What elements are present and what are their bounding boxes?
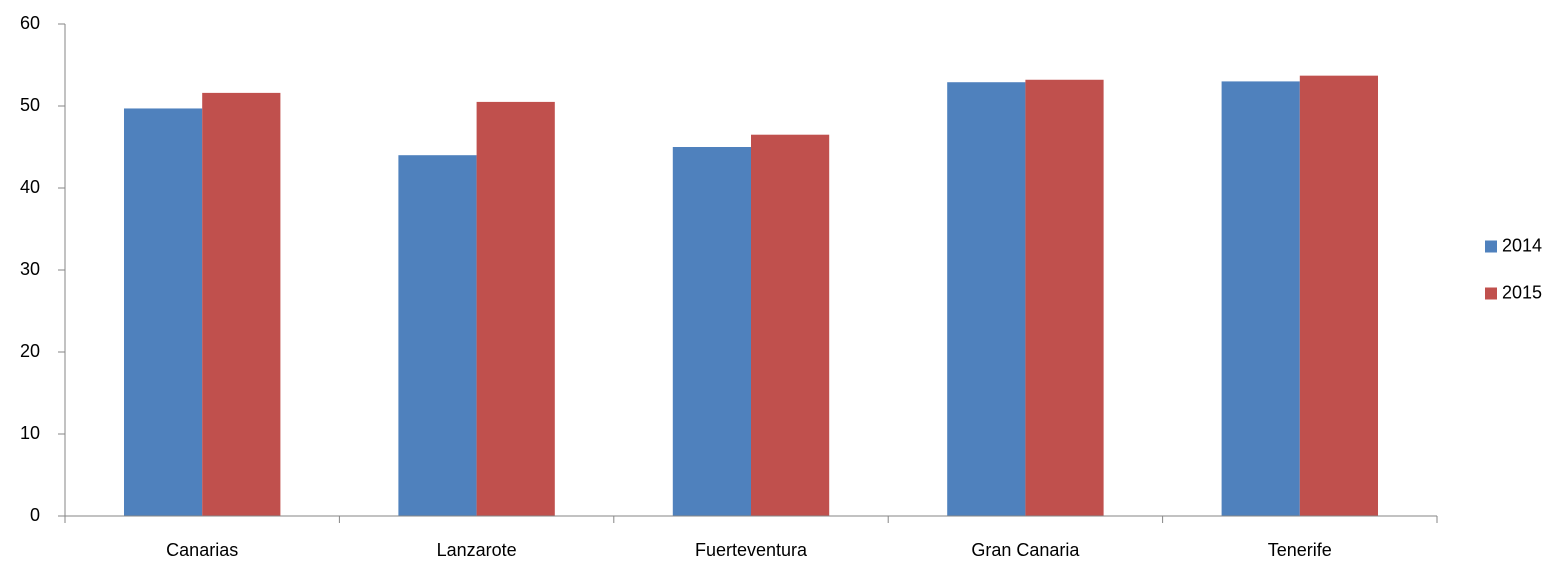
bar	[1025, 79, 1104, 516]
bar	[123, 108, 203, 517]
bar	[202, 92, 281, 516]
y-tick-label: 60	[20, 13, 40, 33]
x-tick-label: Gran Canaria	[971, 540, 1080, 560]
legend-swatch	[1485, 240, 1497, 253]
bar	[751, 134, 830, 516]
y-tick-label: 0	[30, 505, 40, 525]
bar	[398, 155, 477, 516]
y-tick-label: 10	[20, 423, 40, 443]
bar	[476, 101, 555, 517]
y-tick-label: 40	[20, 177, 40, 197]
y-tick-label: 30	[20, 259, 40, 279]
x-tick-label: Fuerteventura	[695, 540, 808, 560]
x-tick-label: Canarias	[166, 540, 238, 560]
x-tick-label: Tenerife	[1268, 540, 1332, 560]
x-tick-label: Lanzarote	[437, 540, 517, 560]
y-tick-label: 20	[20, 341, 40, 361]
bar	[947, 82, 1026, 516]
bar	[1299, 75, 1379, 516]
legend-swatch	[1485, 287, 1497, 300]
legend-label: 2014	[1502, 235, 1542, 255]
y-tick-label: 50	[20, 95, 40, 115]
legend-label: 2015	[1502, 282, 1542, 302]
bar	[672, 147, 751, 516]
bar	[1221, 81, 1300, 517]
